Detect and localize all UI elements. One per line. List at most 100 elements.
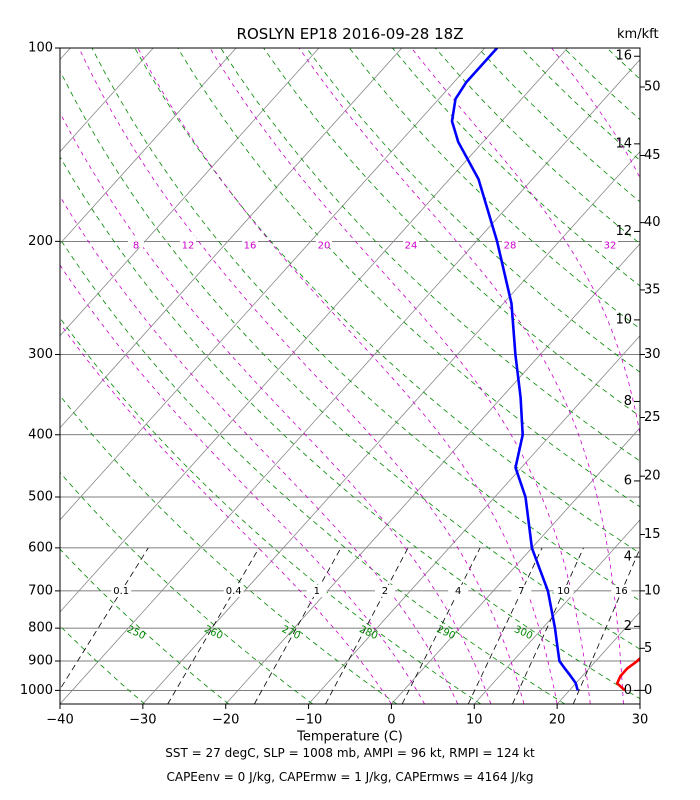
km-tick-label: 2 (624, 619, 632, 634)
moist-adiabat-label: 8 (133, 240, 139, 251)
plot-frame (59, 47, 641, 705)
dry-adiabat (60, 702, 61, 704)
pressure-tick-label: 100 (28, 41, 53, 56)
kft-tick-label: 40 (644, 215, 661, 230)
isotherm-line (60, 48, 320, 337)
kft-tick-label: 15 (644, 527, 661, 542)
isotherm-line (60, 48, 237, 245)
dry-adiabat (650, 48, 700, 704)
mixing-ratio-label-bg (511, 584, 532, 597)
moist-adiabat (78, 48, 525, 704)
moist-adiabat-label-bg (180, 235, 196, 248)
mixing-ratio-label-bg (374, 584, 395, 597)
moist-adiabat (60, 322, 392, 704)
kft-tick-label: 45 (644, 148, 661, 163)
mixing-ratio-label-bg (306, 584, 327, 597)
dry-adiabat (60, 69, 640, 650)
kft-tick-label: 35 (644, 282, 661, 297)
moist-adiabat-label: 28 (504, 240, 517, 251)
x-axis-label: Temperature (C) (296, 730, 403, 745)
mixing-ratio-label: 1 (314, 586, 320, 597)
dry-adiabat (693, 48, 700, 704)
isotherm-line (60, 48, 403, 429)
moist-adiabat (209, 48, 591, 704)
km-tick-label: 14 (615, 136, 632, 151)
moist-adiabat-label: 24 (405, 240, 418, 251)
mixing-ratio-label: 16 (615, 586, 628, 597)
moist-adiabat (298, 48, 624, 704)
isotherm-line (60, 58, 640, 704)
dry-adiabat (60, 548, 229, 704)
dry-adiabat-label: 250 (125, 624, 147, 642)
mixing-ratio-label: 2 (382, 586, 388, 597)
pressure-tick-label: 700 (28, 583, 53, 598)
pressure-tick-label: 600 (28, 540, 53, 555)
dry-adiabat (349, 48, 640, 330)
moist-adiabat-label-bg (602, 235, 618, 248)
footer-line-1: SST = 27 degC, SLP = 1008 mb, AMPI = 96 … (165, 746, 535, 760)
mixing-ratio-label-bg (611, 584, 632, 597)
chart-title: ROSLYN EP18 2016-09-28 18Z (236, 25, 464, 43)
mixing-ratio-label: 0.4 (226, 586, 242, 597)
plot-area (60, 48, 700, 704)
isotherm-line (639, 703, 640, 704)
km-tick-label: 0 (624, 683, 632, 698)
km-tick-label: 4 (624, 550, 632, 565)
temperature-tick-label: −40 (46, 713, 73, 728)
mixing-ratio-label-bg (448, 584, 469, 597)
dry-adiabat (306, 48, 640, 373)
km-tick-label: 8 (624, 394, 632, 409)
dry-adiabat (60, 238, 566, 704)
dry-adiabat (60, 625, 145, 704)
dry-adiabat (60, 471, 313, 704)
mixing-ratio-line (253, 547, 342, 704)
moist-adiabat (60, 195, 459, 704)
pressure-tick-label: 500 (28, 490, 53, 505)
kft-tick-label: 20 (644, 469, 661, 484)
temperature-tick-label: −30 (129, 713, 156, 728)
mixing-ratio-label-bg (223, 584, 244, 597)
mixing-ratio-label: 0.1 (113, 586, 129, 597)
mixing-ratio-label: 7 (518, 586, 524, 597)
kft-tick-label: 50 (644, 79, 661, 94)
isotherm-line (391, 427, 640, 704)
moist-adiabat-label-bg (316, 235, 332, 248)
km-tick-label: 10 (615, 312, 632, 327)
dry-adiabat-label: 270 (280, 624, 302, 642)
kft-tick-label: 10 (644, 583, 661, 598)
mixing-ratio-label-bg (111, 584, 132, 597)
right-axis-unit-label: km/kft (617, 27, 659, 42)
pressure-tick-label: 900 (28, 653, 53, 668)
isotherm-line (60, 48, 154, 153)
dry-adiabat (177, 48, 640, 508)
moist-adiabat-label: 32 (604, 240, 617, 251)
dry-adiabat-label: 280 (357, 624, 379, 642)
moist-adiabat-label-bg (242, 235, 258, 248)
isotherm-line (60, 48, 485, 521)
km-tick-label: 16 (615, 49, 632, 64)
moist-adiabat (60, 111, 492, 704)
moist-adiabat-label: 16 (244, 240, 257, 251)
mixing-ratio-line (401, 547, 481, 704)
dry-adiabat (263, 48, 640, 417)
temperature-tick-label: 0 (387, 713, 395, 728)
mixing-ratio-label: 10 (557, 586, 570, 597)
temperature-profile-line (615, 656, 640, 692)
moist-adiabat-label-bg (403, 235, 419, 248)
mixing-ratio-line (572, 547, 640, 704)
temperature-tick-label: 30 (632, 713, 649, 728)
dry-adiabat (134, 48, 640, 554)
pressure-tick-label: 300 (28, 347, 53, 362)
moist-adiabat-label-bg (128, 235, 144, 248)
moist-adiabat-label: 20 (318, 240, 331, 251)
dewpoint-profile-line (450, 48, 579, 691)
isotherm-line (60, 48, 568, 613)
dry-adiabat (563, 48, 640, 121)
mixing-ratio-label: 4 (455, 586, 461, 597)
kft-tick-label: 0 (644, 683, 652, 698)
moist-adiabat-label: 12 (182, 240, 195, 251)
dry-adiabat-label: 290 (435, 624, 457, 642)
footer-line-2: CAPEenv = 0 J/kg, CAPErmw = 1 J/kg, CAPE… (166, 770, 534, 784)
